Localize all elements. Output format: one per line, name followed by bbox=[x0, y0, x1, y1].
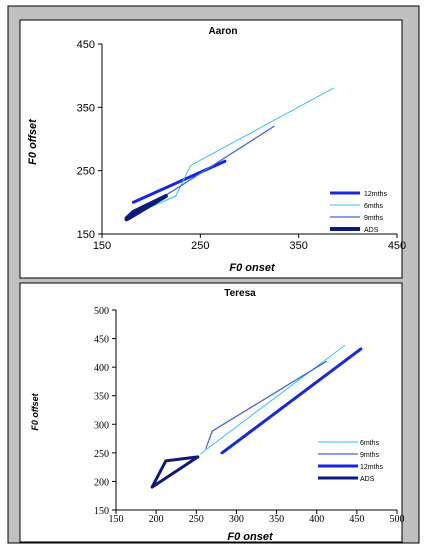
chart-area bbox=[19, 19, 403, 279]
x-tick-label: 250 bbox=[189, 514, 204, 525]
legend-label-9mths: 9mths bbox=[360, 452, 380, 459]
x-tick-label: 150 bbox=[93, 240, 111, 252]
y-ticks: 150 200 250 300 350 400 450 500 bbox=[94, 306, 116, 517]
x-tick-label: 250 bbox=[191, 240, 209, 252]
plot-area bbox=[101, 44, 397, 235]
y-tick-label: 450 bbox=[77, 39, 95, 51]
x-tick-label: 450 bbox=[388, 240, 406, 252]
series-line-ads bbox=[150, 455, 200, 489]
legend-label-6mths: 6mths bbox=[364, 203, 384, 210]
x-axis-label: F0 onset bbox=[229, 262, 276, 274]
x-ticks: 150 250 350 450 bbox=[93, 234, 406, 252]
x-tick-label: 200 bbox=[149, 514, 164, 525]
series-line-12mths bbox=[220, 347, 363, 455]
y-tick-label: 250 bbox=[77, 166, 95, 178]
series-line-9mths bbox=[205, 360, 327, 449]
x-tick-label: 400 bbox=[309, 514, 324, 525]
x-tick-label: 350 bbox=[289, 240, 307, 252]
y-tick-label: 300 bbox=[94, 420, 109, 431]
legend-label-12mths: 12mths bbox=[360, 464, 383, 471]
legend-label-6mths: 6mths bbox=[360, 440, 380, 447]
x-ticks: 150 200 250 300 350 400 450 500 bbox=[109, 510, 405, 525]
legend: 12mths 6mths 9mths ADS bbox=[330, 191, 387, 234]
y-tick-label: 350 bbox=[94, 392, 109, 403]
y-ticks: 150 250 350 450 bbox=[77, 39, 102, 241]
chart-title: Aaron bbox=[209, 26, 238, 37]
x-tick-label: 350 bbox=[269, 514, 284, 525]
chart-title: Teresa bbox=[224, 288, 256, 299]
y-tick-label: 500 bbox=[94, 306, 109, 317]
x-tick-label: 150 bbox=[109, 514, 124, 525]
chart-teresa: Teresa 150 200 250 300 350 400 450 500 150 200 25… bbox=[19, 282, 405, 543]
x-tick-label: 500 bbox=[390, 514, 405, 525]
series-line-ads bbox=[124, 194, 168, 222]
legend-label-ads: ADS bbox=[360, 476, 375, 483]
y-axis-label: F0 offset bbox=[27, 118, 39, 165]
chart-aaron: Aaron 150 250 350 450 150 250 350 450 12mths 6m… bbox=[19, 19, 406, 279]
legend-label-9mths: 9mths bbox=[364, 215, 384, 222]
y-tick-label: 150 bbox=[94, 506, 109, 517]
x-tick-label: 450 bbox=[349, 514, 364, 525]
y-tick-label: 450 bbox=[94, 335, 109, 346]
y-tick-label: 200 bbox=[94, 477, 109, 488]
y-tick-label: 400 bbox=[94, 363, 109, 374]
chart-area bbox=[19, 282, 403, 543]
legend-label-12mths: 12mths bbox=[364, 191, 387, 198]
legend-label-ads: ADS bbox=[364, 227, 379, 234]
y-axis-label: F0 offset bbox=[30, 392, 40, 430]
x-axis-label: F0 onset bbox=[227, 531, 274, 543]
x-tick-label: 300 bbox=[229, 514, 244, 525]
legend: 6mths 9mths 12mths ADS bbox=[318, 440, 383, 483]
series-line-6mths bbox=[199, 344, 346, 455]
y-tick-label: 250 bbox=[94, 449, 109, 460]
y-tick-label: 350 bbox=[77, 102, 95, 114]
plot-area bbox=[115, 310, 397, 511]
y-tick-label: 150 bbox=[77, 229, 95, 241]
